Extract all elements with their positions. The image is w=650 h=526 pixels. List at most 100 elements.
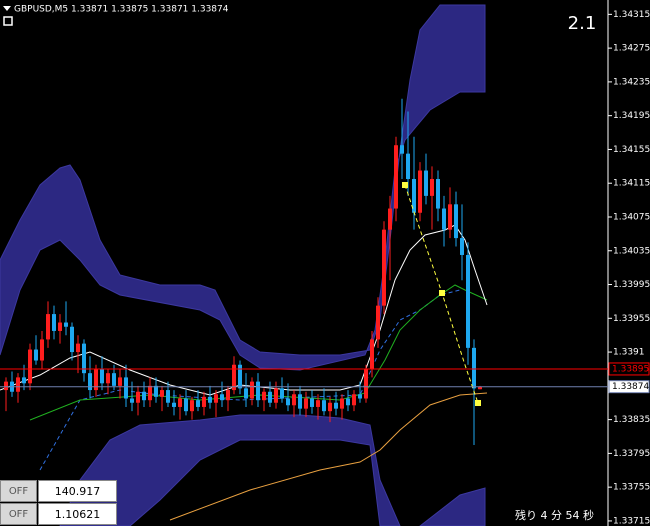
lower-band <box>419 487 486 526</box>
candle-body <box>196 400 200 407</box>
y-tick-label: 1.34315 <box>613 10 650 20</box>
candle-body <box>352 394 356 406</box>
candle-body <box>70 326 74 353</box>
candle-body <box>238 364 242 389</box>
price-tag <box>608 362 650 376</box>
y-tick-label: 1.34035 <box>613 246 650 256</box>
candle-body <box>460 238 464 255</box>
y-tick-label: 1.34115 <box>613 179 650 189</box>
candle-body <box>364 368 368 399</box>
candle-body <box>406 153 410 179</box>
candle-body <box>448 204 452 230</box>
candle-body <box>154 385 158 397</box>
y-tick-label: 1.33755 <box>613 483 650 493</box>
candle-body <box>472 347 476 389</box>
y-tick-label: 1.3391 <box>613 348 645 358</box>
candle-body <box>268 391 272 403</box>
y-tick-label: 1.34195 <box>613 111 650 121</box>
candle-body <box>244 388 248 399</box>
candle-body <box>208 396 212 403</box>
candle-body <box>106 373 110 384</box>
upper-band <box>0 4 486 371</box>
candle-body <box>340 398 344 409</box>
chart-title: GBPUSD,M5 1.33871 1.33875 1.33871 1.3387… <box>14 5 229 15</box>
candle-body <box>58 322 62 331</box>
candle-body <box>370 339 374 369</box>
candle-body <box>376 305 380 340</box>
zigzag-point <box>439 290 445 296</box>
price-tag <box>608 380 650 394</box>
window-icon[interactable] <box>3 16 13 26</box>
price-tag-label: 1.33895 <box>612 364 649 374</box>
candle-body <box>454 204 458 239</box>
candle-body <box>274 388 278 403</box>
candle-body <box>328 402 332 412</box>
candle-body <box>400 145 404 154</box>
ma-white <box>0 224 488 396</box>
panel-value: 1.10621 <box>38 503 117 525</box>
spread: 2.1 <box>568 13 597 34</box>
candle-body <box>112 373 116 386</box>
candle-body <box>346 398 350 406</box>
menu-triangle[interactable] <box>3 6 11 11</box>
price-tag-label: 1.33874 <box>612 382 649 392</box>
y-tick-label: 1.34075 <box>613 212 650 222</box>
candle-body <box>304 398 308 409</box>
candle-body <box>280 388 284 399</box>
candle-body <box>64 322 68 327</box>
candle-body <box>292 394 296 406</box>
candle-body <box>262 391 266 401</box>
candle-body <box>286 398 290 406</box>
ma-green <box>29 284 488 421</box>
y-tick-label: 1.33835 <box>613 415 650 425</box>
candle-body <box>232 364 236 391</box>
candle-body <box>88 373 92 391</box>
y-tick-label: 1.33955 <box>613 314 650 324</box>
candle-body <box>388 208 392 230</box>
candle-body <box>100 368 104 384</box>
ma-orange <box>169 392 488 521</box>
panel-value: 140.917 <box>38 480 117 502</box>
candle-body <box>130 398 134 403</box>
y-tick-label: 1.33795 <box>613 449 650 459</box>
zigzag <box>402 182 481 406</box>
candle-body <box>202 396 206 407</box>
y-tick-label: 1.34275 <box>613 44 650 54</box>
candle-body <box>418 170 422 213</box>
candle-body <box>322 400 326 412</box>
candle-body <box>166 390 170 403</box>
zigzag-point <box>402 182 408 188</box>
candle-body <box>442 208 446 230</box>
candle-body <box>160 390 164 397</box>
candle-body <box>52 314 56 331</box>
candle-body <box>394 145 398 209</box>
candle-body <box>190 400 194 412</box>
candles <box>4 98 482 445</box>
toggle-button[interactable]: OFF <box>0 480 37 502</box>
toggle-button[interactable]: OFF <box>0 503 37 525</box>
candle-body <box>178 398 182 407</box>
candle-body <box>148 385 152 401</box>
candle-body <box>466 254 470 348</box>
candle-body <box>382 229 386 306</box>
candle-body <box>436 178 440 209</box>
candle-body <box>478 386 482 390</box>
candle-body <box>16 377 20 392</box>
indicator-overlays <box>0 4 488 526</box>
y-tick-label: 1.33715 <box>613 516 650 526</box>
candle-body <box>40 339 44 361</box>
y-tick-label: 1.34235 <box>613 77 650 87</box>
lower-band <box>59 414 401 526</box>
candle-body <box>94 368 98 391</box>
zigzag-point <box>475 400 481 406</box>
candle-body <box>34 349 38 361</box>
candle-body <box>82 343 86 374</box>
candle-body <box>184 398 188 412</box>
y-tick-label: 1.33995 <box>613 280 650 290</box>
candle-body <box>424 170 428 196</box>
candle-body <box>214 394 218 403</box>
candle-body <box>226 390 230 401</box>
candle-body <box>172 402 176 407</box>
